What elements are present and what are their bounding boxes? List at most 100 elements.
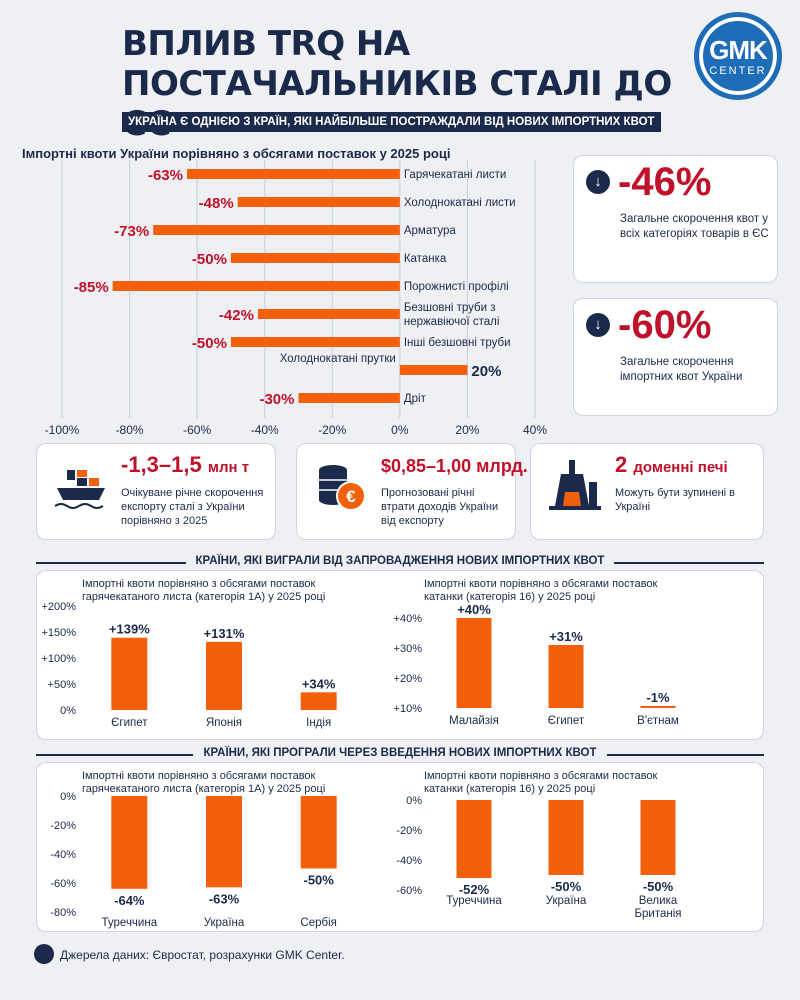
info-value-unit: доменні печі (633, 459, 728, 476)
category-label: Малайзія (449, 715, 499, 727)
info-value-number: $0,85–1,00 млрд. (381, 456, 528, 476)
bar (257, 309, 400, 319)
bar (112, 281, 400, 291)
stat-card-ukraine-quota: ↓ -60% Загальне скорочення імпортних кво… (573, 298, 778, 416)
bar (206, 641, 242, 710)
x-tick-label: -60% (183, 423, 211, 437)
data-label: -63% (148, 167, 183, 184)
bar (187, 169, 400, 179)
data-label: -64% (114, 893, 145, 908)
bar (111, 637, 148, 710)
y-tick-label: +200% (41, 601, 76, 613)
svg-text:€: € (346, 487, 356, 506)
losers-right-bar-chart: 0%-20%-40%-60% -52%Туреччина-50%Україна-5… (396, 795, 681, 920)
info-text: Можуть бути зупинені в Україні (615, 487, 736, 513)
category-label: Єгипет (548, 715, 585, 727)
data-label: -50% (303, 873, 334, 888)
y-tick-label: +150% (41, 627, 76, 639)
arrow-down-icon: ↓ (586, 170, 610, 194)
gmk-center-logo: GMK CENTER (694, 12, 782, 100)
bar (548, 800, 584, 875)
data-label: -50% (192, 251, 227, 268)
category-label: Японія (206, 717, 242, 729)
data-label: -52% (459, 882, 490, 897)
y-tick-label: 0% (60, 791, 76, 803)
losers-right-chart-title: Імпортні квоти порівняно з обсягами пост… (424, 770, 658, 795)
y-tick-label: +20% (394, 673, 423, 685)
category-label: Холоднокатані листи (404, 197, 516, 209)
main-chart-title: Імпортні квоти України порівняно з обсяг… (22, 146, 451, 161)
bar (230, 337, 400, 347)
bar (456, 618, 492, 708)
y-tick-label: 0% (406, 795, 422, 807)
info-value-number: 2 (615, 452, 628, 477)
y-tick-label: +10% (394, 703, 423, 715)
category-label: Порожнисті профілі (404, 281, 509, 293)
x-tick-label: -40% (251, 423, 279, 437)
bar (153, 225, 400, 235)
stat-value: -46% (618, 160, 712, 204)
winners-panel (36, 570, 764, 740)
info-value: 2 доменні печі (615, 452, 728, 478)
losers-left-bar-chart: 0% -20% -40% -60% -80% -64% Туреччина -63% Украї… (50, 791, 337, 929)
category-label: Україна (204, 917, 245, 929)
category-label: Велика (639, 895, 678, 907)
bar (111, 796, 148, 889)
bar (640, 706, 676, 708)
data-label: -48% (199, 195, 234, 212)
bar (456, 800, 492, 878)
category-label: Туреччина (446, 895, 502, 907)
data-label: -50% (192, 335, 227, 352)
winners-left-bar-chart: 0% +50% +100% +150% +200% +139% Єгипет +131% Япо… (41, 601, 337, 729)
data-label: -50% (551, 879, 582, 894)
data-label: +139% (109, 622, 150, 637)
section-title-text: КРАЇНИ, ЯКІ ПРОГРАЛИ ЧЕРЕЗ ВВЕДЕННЯ НОВИ… (193, 747, 607, 759)
y-tick-label: -40% (50, 849, 76, 861)
stat-text: Загальне скорочення квот у всіх категорі… (620, 213, 769, 240)
page-title: ВПЛИВ TRQ НА ПОСТАЧАЛЬНИКІВ СТАЛІ ДО ЄС (122, 24, 672, 144)
x-tick-label: 20% (455, 423, 479, 437)
category-label: Арматура (404, 225, 457, 237)
arrow-down-icon: ↓ (586, 313, 610, 337)
data-label: -73% (114, 223, 149, 240)
x-tick-label: -20% (318, 423, 346, 437)
y-tick-label: -60% (396, 885, 422, 897)
page-subtitle: УКРАЇНА Є ОДНІЄЮ З КРАЇН, ЯКІ НАЙБІЛЬШЕ … (122, 112, 661, 132)
info-value: $0,85–1,00 млрд. (381, 456, 528, 477)
bar (237, 197, 400, 207)
info-value-unit: млн т (207, 459, 250, 476)
section-title-losers: КРАЇНИ, ЯКІ ПРОГРАЛИ ЧЕРЕЗ ВВЕДЕННЯ НОВИ… (0, 747, 800, 759)
y-tick-label: -80% (50, 907, 76, 919)
data-label: +131% (204, 626, 245, 641)
cargo-ship-icon (54, 470, 105, 509)
y-tick-label: 0% (60, 705, 76, 717)
bar (230, 253, 400, 263)
category-label: нержавіючої сталі (404, 316, 500, 328)
info-card-furnace: 2 доменні печі Можуть бути зупинені в Ук… (530, 443, 764, 540)
info-text: Прогнозовані річні втрати доходів Україн… (381, 487, 499, 527)
category-label: Безшовні труби з (404, 302, 496, 314)
info-card-revenue: € $0,85–1,00 млрд. Прогнозовані річні вт… (296, 443, 528, 540)
category-label: Дріт (404, 393, 427, 405)
category-label: Британія (634, 908, 681, 920)
category-label: Катанка (404, 253, 447, 265)
data-label: +31% (549, 629, 583, 644)
section-title-text: КРАЇНИ, ЯКІ ВИГРАЛИ ВІД ЗАПРОВАДЖЕННЯ НО… (185, 555, 615, 567)
bar (548, 645, 584, 708)
footer-source: Джерела даних: Євростат, розрахунки GMK … (60, 948, 345, 962)
bar (300, 796, 337, 869)
data-label: -85% (74, 279, 109, 296)
category-label: В'єтнам (637, 715, 679, 727)
stat-value: -60% (618, 303, 712, 347)
main-bar-chart: -100% -80% -60% -40% -20% 0% 20% 40% Гарячекатан… (45, 160, 547, 437)
category-label: Холоднокатані прутки (280, 353, 396, 365)
data-label: -50% (643, 879, 674, 894)
y-tick-label: +50% (48, 679, 77, 691)
losers-left-chart-title: Імпортні квоти порівняно з обсягами пост… (82, 770, 326, 795)
winners-right-bar-chart: +10% +20% +30% +40% +40% Малайзія +31% Єгипет -1… (394, 602, 679, 727)
logo-sub-text: CENTER (709, 65, 767, 77)
category-label: Туреччина (102, 917, 158, 929)
category-label: Гарячекатані листи (404, 169, 507, 181)
section-title-winners: КРАЇНИ, ЯКІ ВИГРАЛИ ВІД ЗАПРОВАДЖЕННЯ НО… (0, 555, 800, 567)
